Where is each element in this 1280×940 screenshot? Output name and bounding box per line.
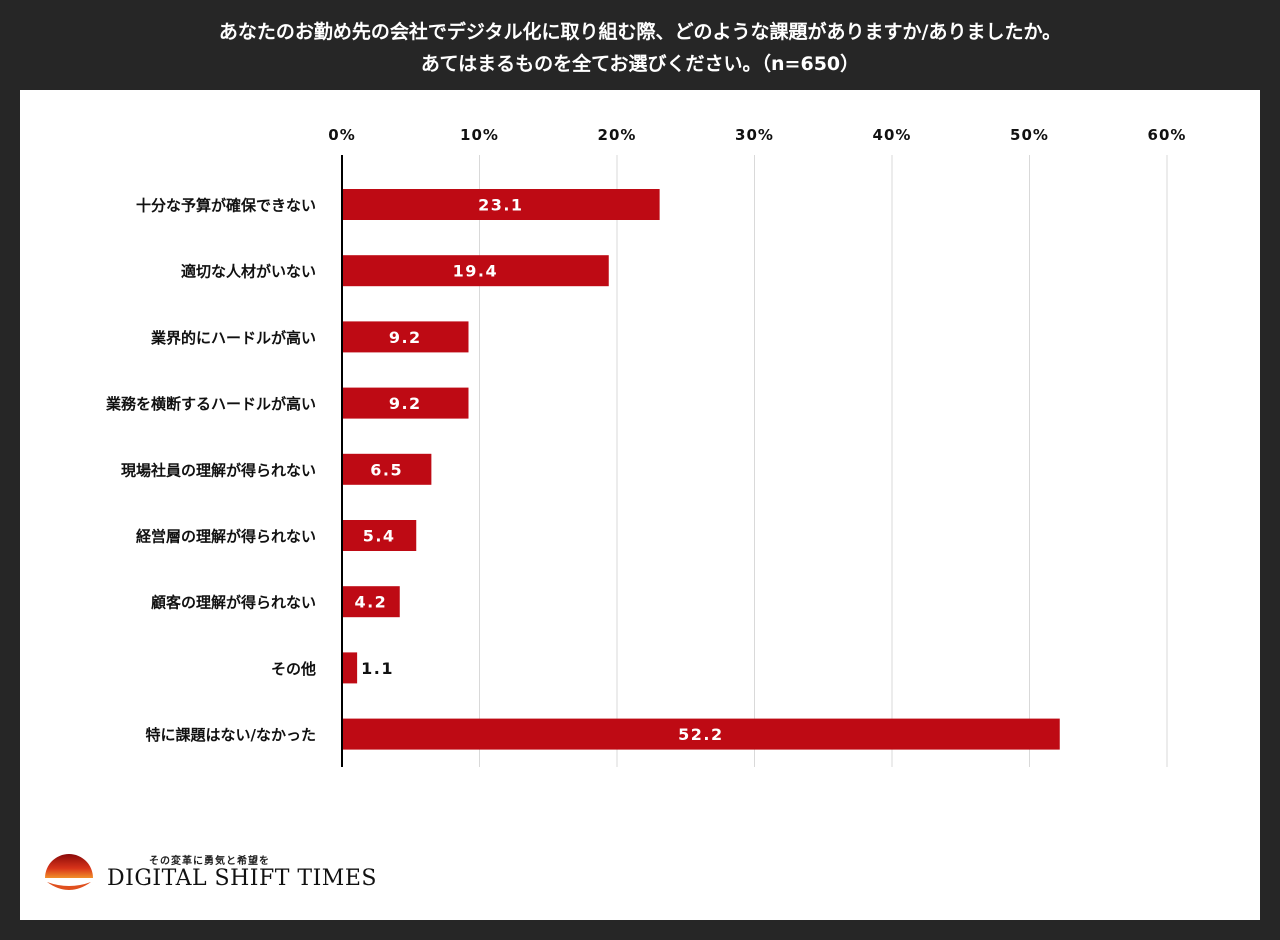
- bar: [342, 520, 417, 551]
- category-label: 顧客の理解が得られない: [151, 594, 316, 612]
- question-title-line2: あてはまるものを全てお選びください。（n=650）: [420, 53, 860, 75]
- bar: [342, 189, 660, 220]
- x-tick-label: 50%: [1010, 126, 1049, 144]
- question-title-line1: あなたのお勤め先の会社でデジタル化に取り組む際、どのような課題がありますか/あり…: [218, 21, 1062, 43]
- category-label: 業務を横断するハードルが高い: [105, 395, 316, 413]
- bar: [342, 321, 469, 353]
- data-label: 6.5: [370, 460, 403, 479]
- category-label: 適切な人材がいない: [181, 263, 316, 281]
- data-label: 23.1: [478, 196, 523, 215]
- x-tick-label: 40%: [873, 126, 912, 144]
- data-label: 9.2: [389, 394, 422, 413]
- x-tick-label: 60%: [1148, 126, 1187, 144]
- data-label: 4.2: [354, 593, 387, 612]
- category-label: 現場社員の理解が得られない: [121, 461, 316, 479]
- bar: [342, 453, 432, 485]
- x-tick-label: 30%: [735, 126, 774, 144]
- category-label: 経営層の理解が得られない: [136, 528, 316, 546]
- bar: [342, 387, 469, 419]
- bar: [342, 652, 358, 684]
- data-label: 5.4: [363, 527, 396, 546]
- bar: [342, 255, 609, 287]
- bar: [342, 586, 400, 618]
- data-label: 9.2: [389, 328, 422, 347]
- x-tick-label: 10%: [460, 126, 499, 144]
- chart-header: あなたのお勤め先の会社でデジタル化に取り組む際、どのような課題がありますか/あり…: [0, 0, 1280, 90]
- data-label: 1.1: [361, 659, 394, 678]
- data-label: 19.4: [453, 262, 498, 281]
- bar: [342, 718, 1060, 750]
- x-tick-label: 0%: [328, 126, 355, 144]
- category-label: 特に課題はない/なかった: [146, 726, 316, 744]
- rising-sun-icon: [45, 854, 93, 890]
- logo-wordmark: DIGITAL SHIFT TIMES: [107, 866, 377, 891]
- category-label: 十分な予算が確保できない: [136, 197, 316, 215]
- x-tick-label: 20%: [598, 126, 637, 144]
- category-label: 業界的にハードルが高い: [150, 329, 316, 347]
- logo-tagline: その変革に勇気と希望を: [149, 856, 270, 867]
- data-label: 52.2: [678, 725, 723, 744]
- brand-logo: その変革に勇気と希望を DIGITAL SHIFT TIMES: [45, 848, 376, 898]
- category-label: その他: [271, 660, 316, 678]
- chart-panel: [20, 90, 1260, 920]
